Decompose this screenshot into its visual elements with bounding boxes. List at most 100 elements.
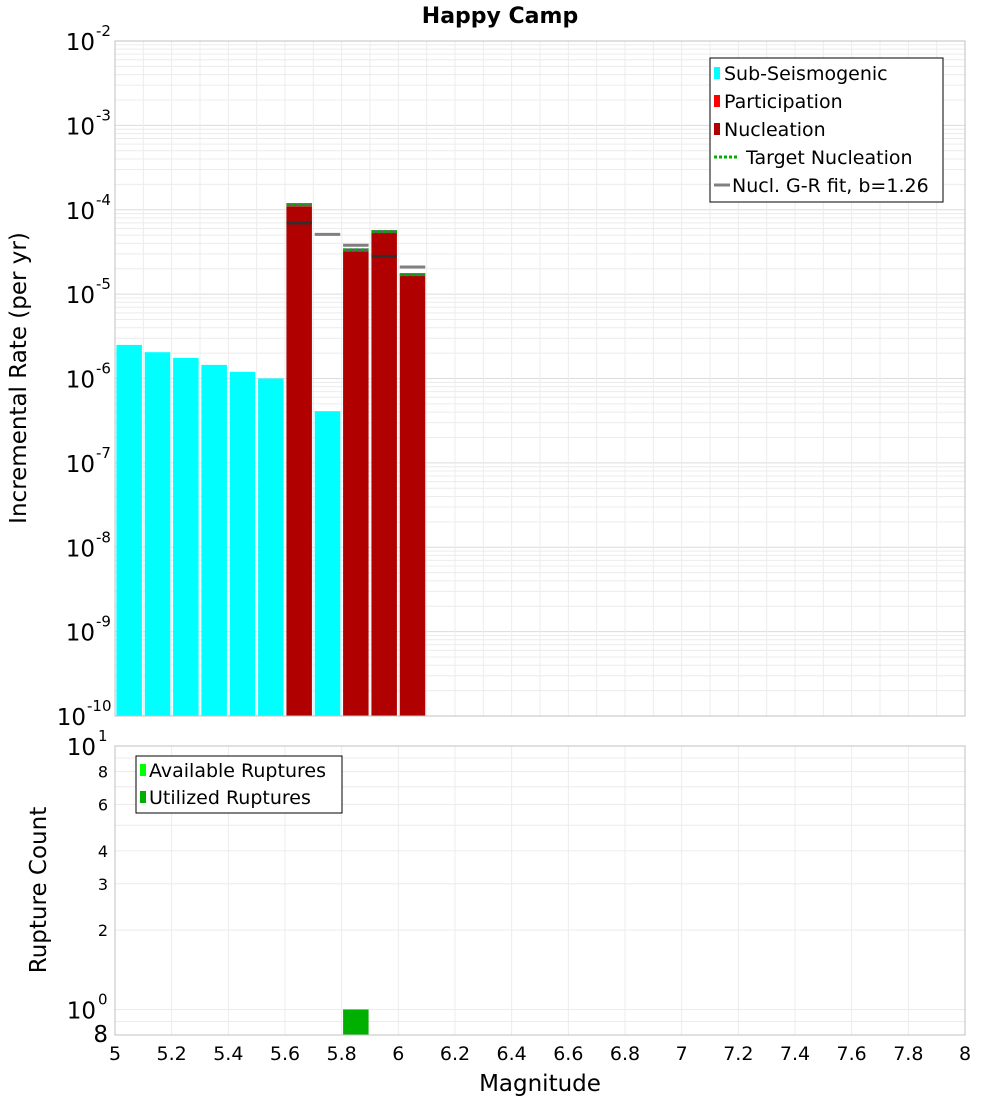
legend-item: Utilized Ruptures — [140, 787, 311, 809]
y-tick-label: 10 0 — [67, 990, 108, 1024]
bottom-y-axis-title: Rupture Count — [26, 807, 52, 973]
svg-text:10: 10 — [66, 621, 95, 647]
y-tick-label: 10 -10 — [57, 697, 112, 731]
svg-text:-7: -7 — [96, 444, 111, 462]
legend-item: Available Ruptures — [140, 760, 326, 782]
bar-sub-seismogenic — [173, 357, 199, 716]
x-tick-label: 5.4 — [213, 1043, 243, 1065]
x-tick-label: 6 — [392, 1043, 404, 1065]
bar-utilized-ruptures — [343, 1009, 369, 1035]
top-legend: Sub-Seismogenic Participation Nucleation Ta… — [709, 57, 944, 203]
x-tick-label: 7.2 — [723, 1043, 753, 1065]
legend-label: Target Nucleation — [745, 147, 913, 169]
svg-text:10: 10 — [66, 30, 95, 56]
y-tick-label: 2 — [98, 921, 108, 940]
x-ticks: 5 5.2 5.4 5.6 5.8 6 6.2 6.4 6.6 6.8 7 7.2 7.4 7.6 7.8 8 — [109, 1043, 971, 1065]
bar-sub-seismogenic — [116, 344, 142, 716]
bottom-legend: Available Ruptures Utilized Ruptures — [135, 755, 343, 814]
legend-box — [709, 57, 944, 203]
y-tick-label: 10 -4 — [66, 191, 111, 225]
bottom-bars — [343, 1009, 369, 1035]
legend-swatch — [714, 95, 720, 107]
top-y-ticks: 10-210-310-410-510-610-710-810-910-10 — [57, 22, 112, 731]
legend-item: Sub-Seismogenic — [714, 63, 888, 85]
bar-nucleation — [343, 251, 369, 716]
x-tick-label: 6.2 — [440, 1043, 470, 1065]
y-tick-label: 10 -3 — [66, 106, 111, 140]
legend-swatch — [140, 791, 146, 803]
legend-item: Participation — [714, 91, 843, 113]
x-tick-label: 5.8 — [327, 1043, 357, 1065]
legend-label: Available Ruptures — [149, 760, 326, 782]
legend-item: Nucleation — [714, 119, 826, 141]
top-plot-border — [114, 40, 966, 717]
svg-text:10: 10 — [66, 114, 95, 140]
bottom-plot-border — [114, 745, 966, 1036]
bar-nucleation — [399, 275, 426, 716]
bar-sub-seismogenic — [229, 371, 256, 716]
x-tick-label: 8 — [959, 1043, 971, 1065]
legend-label: Participation — [724, 91, 843, 113]
svg-text:-6: -6 — [96, 360, 111, 378]
x-axis-title: Magnitude — [479, 1071, 601, 1097]
legend-label: Utilized Ruptures — [149, 787, 311, 809]
legend-item: Nucl. G-R fit, b=1.26 — [714, 175, 929, 197]
legend-swatch — [140, 764, 146, 776]
y-tick-label: 10 -2 — [66, 22, 111, 56]
x-tick-label: 7.4 — [780, 1043, 810, 1065]
svg-text:-2: -2 — [96, 22, 111, 40]
y-tick-label: 3 — [98, 875, 108, 894]
legend-swatch — [714, 123, 720, 135]
bar-sub-seismogenic — [144, 352, 171, 716]
x-tick-label: 5 — [109, 1043, 121, 1065]
chart-title: Happy Camp — [422, 4, 578, 29]
legend-box — [135, 755, 343, 814]
top-y-axis-title: Incremental Rate (per yr) — [6, 232, 32, 524]
svg-text:-3: -3 — [96, 106, 111, 124]
svg-text:1: 1 — [98, 727, 108, 745]
svg-text:0: 0 — [98, 990, 108, 1008]
svg-text:-5: -5 — [96, 275, 111, 293]
x-tick-label: 7.6 — [837, 1043, 867, 1065]
top-lines — [286, 203, 426, 277]
x-tick-label: 7.8 — [893, 1043, 923, 1065]
bar-sub-seismogenic — [314, 411, 341, 716]
svg-text:10: 10 — [66, 283, 95, 309]
legend-label: Nucl. G-R fit, b=1.26 — [732, 175, 929, 197]
y-tick-label: 6 — [98, 795, 108, 814]
bar-nucleation — [371, 233, 397, 716]
svg-text:-8: -8 — [96, 528, 111, 546]
y-tick-label: 8 — [98, 763, 108, 782]
x-tick-label: 6.4 — [497, 1043, 527, 1065]
svg-text:10: 10 — [67, 998, 96, 1024]
svg-text:10: 10 — [66, 452, 95, 478]
bar-nucleation — [286, 206, 312, 716]
legend-label: Sub-Seismogenic — [724, 63, 888, 85]
y-tick-label: 10 -6 — [66, 360, 111, 394]
x-tick-label: 5.2 — [157, 1043, 187, 1065]
svg-text:10: 10 — [66, 536, 95, 562]
svg-text:-4: -4 — [96, 191, 111, 209]
svg-text:10: 10 — [66, 199, 95, 225]
legend-label: Nucleation — [724, 119, 826, 141]
y-tick-label: 8 — [93, 1022, 108, 1048]
svg-text:-10: -10 — [87, 697, 112, 715]
x-tick-label: 6.8 — [610, 1043, 640, 1065]
x-tick-label: 6.6 — [553, 1043, 583, 1065]
svg-text:10: 10 — [57, 705, 86, 731]
legend-swatch — [714, 67, 720, 79]
y-tick-label: 10 -5 — [66, 275, 111, 309]
y-tick-label: 10 -8 — [66, 528, 111, 562]
bar-sub-seismogenic — [201, 364, 227, 716]
y-tick-label: 10 -7 — [66, 444, 111, 478]
y-tick-label: 10 -9 — [66, 613, 111, 647]
bar-sub-seismogenic — [258, 378, 284, 716]
y-tick-label: 10 1 — [67, 727, 108, 761]
svg-text:-9: -9 — [96, 613, 111, 631]
x-tick-label: 7 — [676, 1043, 688, 1065]
x-tick-label: 5.6 — [270, 1043, 300, 1065]
legend-item: Target Nucleation — [714, 147, 913, 169]
